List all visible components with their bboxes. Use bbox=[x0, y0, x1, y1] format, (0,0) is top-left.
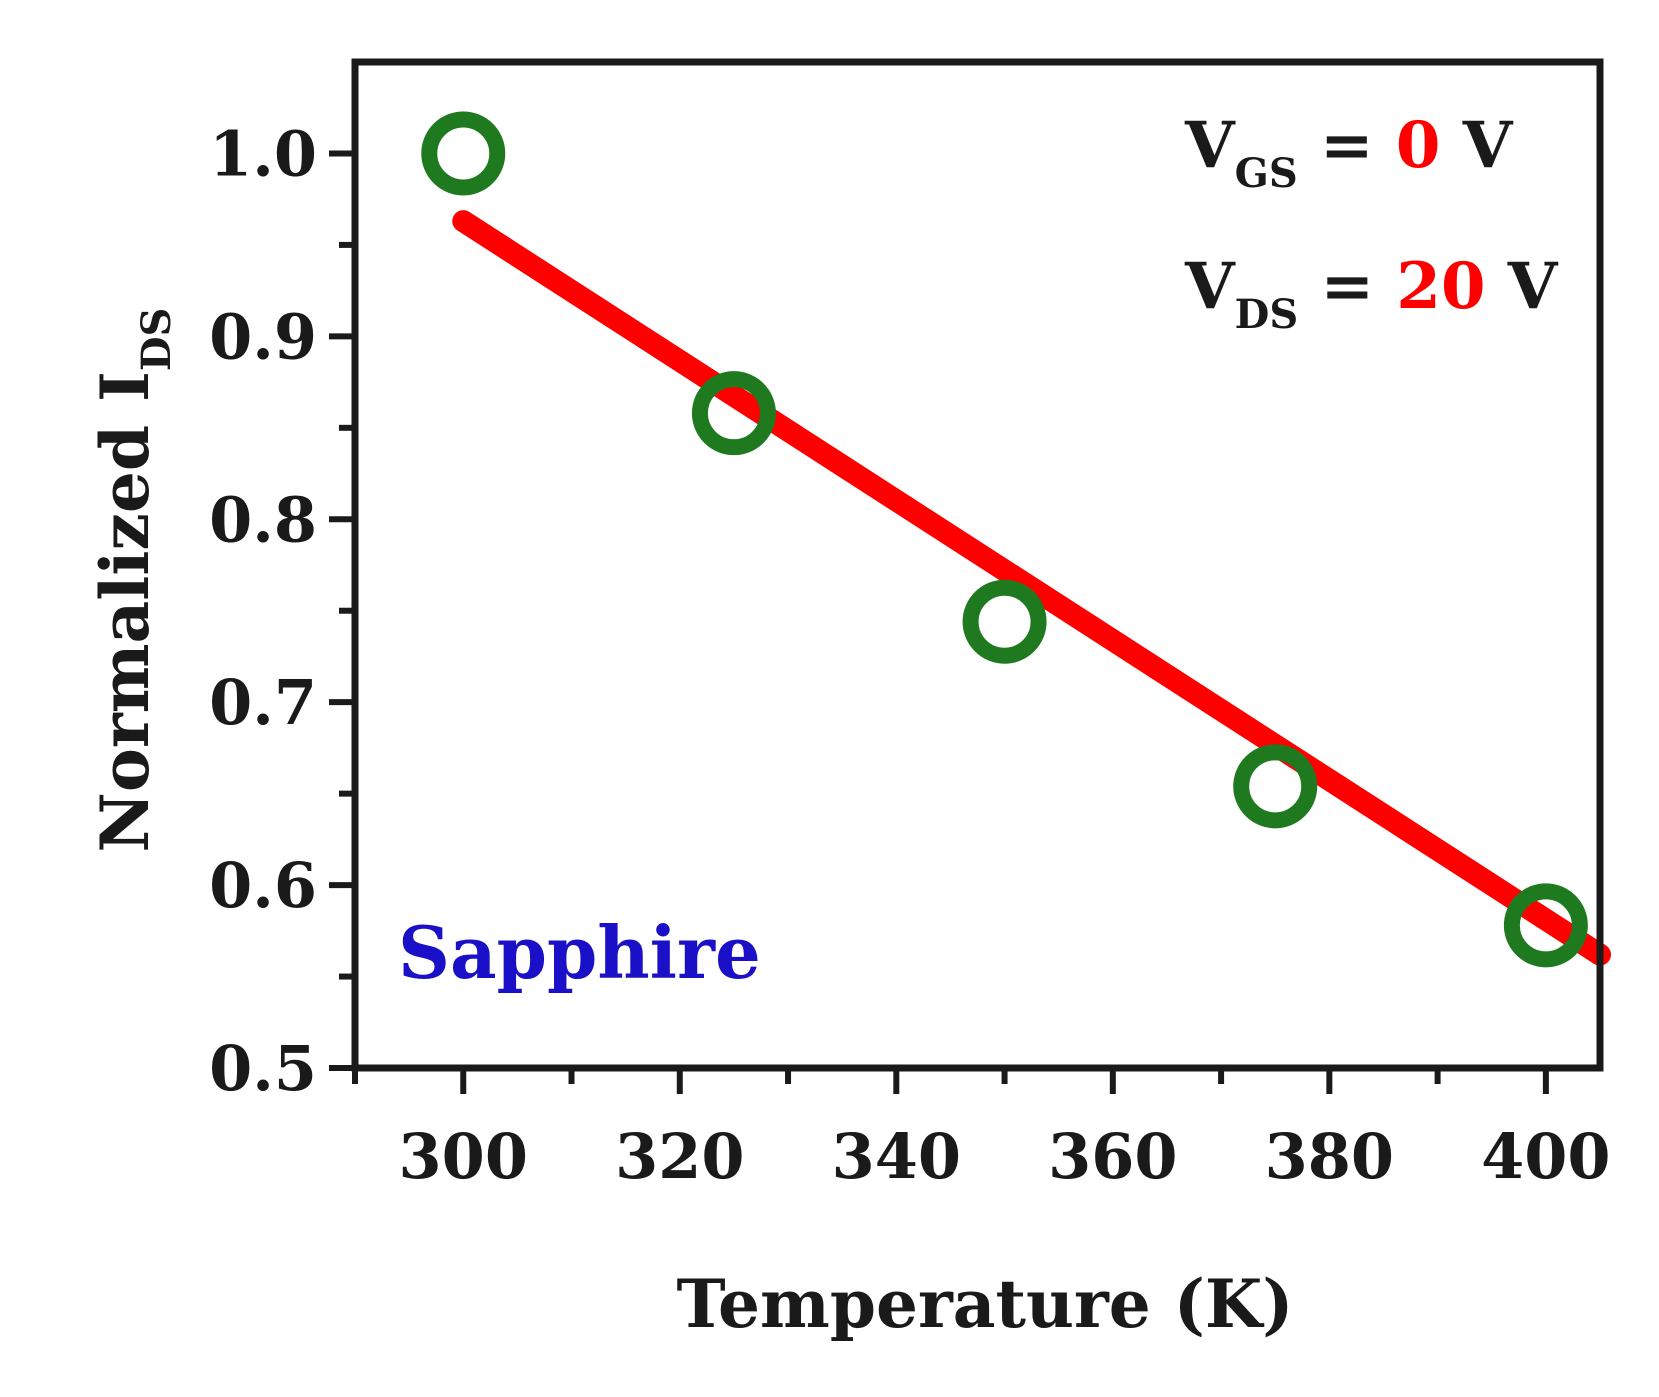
vds-unit: V bbox=[1485, 249, 1558, 324]
data-point bbox=[1233, 744, 1318, 829]
y-tick-label: 0.8 bbox=[209, 483, 317, 556]
x-axis-title: Temperature (K) bbox=[676, 1265, 1293, 1343]
substrate-label: Sapphire bbox=[398, 910, 761, 995]
vds-value: 20 bbox=[1396, 249, 1485, 324]
y-axis-title-sub: DS bbox=[133, 308, 180, 372]
data-point bbox=[691, 371, 776, 456]
y-tick-label: 0.5 bbox=[209, 1032, 317, 1105]
vgs-subscript: GS bbox=[1235, 150, 1298, 197]
vds-annotation: VDS = 20 V bbox=[1184, 249, 1559, 338]
vgs-value: 0 bbox=[1396, 108, 1441, 183]
data-point bbox=[962, 579, 1047, 664]
fit-line-layer bbox=[452, 210, 1611, 966]
vds-subscript: DS bbox=[1235, 291, 1299, 338]
x-tick-label: 320 bbox=[615, 1120, 744, 1193]
svg-text:Normalized IDS: Normalized IDS bbox=[86, 308, 180, 853]
y-tick-label: 1.0 bbox=[209, 117, 317, 190]
y-axis-title-main: Normalized I bbox=[86, 371, 164, 852]
y-tick-label: 0.9 bbox=[209, 300, 317, 373]
vgs-symbol: V bbox=[1184, 108, 1236, 183]
data-point bbox=[421, 111, 506, 196]
vgs-equals: = bbox=[1298, 108, 1396, 183]
y-axis-title: Normalized IDS bbox=[86, 308, 180, 853]
fit-line bbox=[452, 210, 1611, 966]
data-point bbox=[1503, 883, 1588, 968]
vds-equals: = bbox=[1298, 249, 1396, 324]
x-tick-label: 340 bbox=[832, 1120, 961, 1193]
y-tick-label: 0.6 bbox=[209, 849, 317, 922]
x-tick-label: 400 bbox=[1481, 1120, 1610, 1193]
plot-frame bbox=[351, 58, 1604, 1072]
tick-layer: 300 320 340 360 380 400 0.5 0.6 0.7 0.8 0.9 1.0 bbox=[209, 117, 1610, 1193]
x-tick-label: 380 bbox=[1265, 1120, 1394, 1193]
x-tick-label: 360 bbox=[1048, 1120, 1177, 1193]
vds-symbol: V bbox=[1184, 249, 1236, 324]
y-tick-label: 0.7 bbox=[209, 666, 317, 739]
x-tick-label: 300 bbox=[399, 1120, 528, 1193]
vgs-unit: V bbox=[1440, 108, 1513, 183]
vgs-annotation: VGS = 0 V bbox=[1184, 108, 1514, 197]
data-points-layer bbox=[421, 111, 1588, 968]
